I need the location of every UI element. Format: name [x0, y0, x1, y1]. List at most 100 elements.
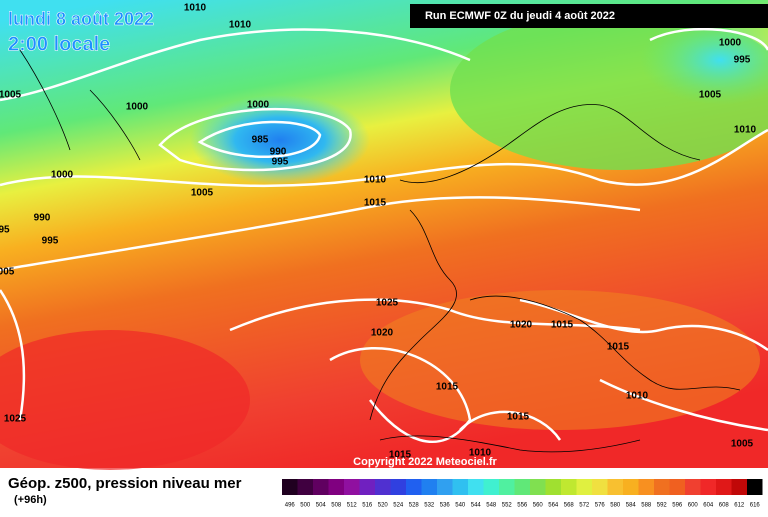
run-info: Run ECMWF 0Z du jeudi 4 août 2022	[425, 10, 615, 22]
map	[0, 0, 768, 470]
scale-swatch	[406, 479, 422, 495]
scale-swatch	[452, 479, 468, 495]
scale-label: 508	[331, 503, 342, 509]
scale-label: 504	[316, 503, 327, 509]
isobar-label: 1010	[734, 125, 757, 136]
isobar-label: 1010	[469, 448, 492, 459]
scale-label: 600	[688, 503, 699, 509]
scale-label: 500	[300, 503, 311, 509]
isobar-label: 1020	[371, 328, 394, 339]
scale-swatch	[282, 479, 298, 495]
isobar-label: 1020	[510, 320, 533, 331]
isobar-label: 1010	[364, 175, 387, 186]
scale-swatch	[576, 479, 592, 495]
scale-swatch	[623, 479, 639, 495]
scale-label: 556	[517, 503, 528, 509]
isobar-label: 1025	[4, 414, 27, 425]
scale-label: 496	[285, 503, 296, 509]
scale-swatch	[700, 479, 716, 495]
scale-swatch	[499, 479, 515, 495]
scale-swatch	[390, 479, 406, 495]
scale-label: 552	[502, 503, 513, 509]
scale-label: 584	[626, 503, 637, 509]
time-line: 2:00 locale	[8, 33, 110, 55]
scale-swatch	[592, 479, 608, 495]
isobar-label: 995	[42, 236, 59, 247]
scale-label: 524	[393, 503, 404, 509]
isobar-label: 1015	[551, 320, 574, 331]
isobar-label: 1015	[607, 342, 630, 353]
scale-swatch	[313, 479, 329, 495]
scale-label: 540	[455, 503, 466, 509]
scale-swatch	[731, 479, 747, 495]
scale-label: 512	[347, 503, 358, 509]
isobar-label: 005	[0, 267, 15, 278]
scale-swatch	[654, 479, 670, 495]
scale-swatch	[747, 479, 763, 495]
scale-swatch	[514, 479, 530, 495]
scale-label: 576	[595, 503, 606, 509]
scale-label: 592	[657, 503, 668, 509]
scale-label: 580	[610, 503, 621, 509]
scale-label: 564	[548, 503, 559, 509]
isobar-label: 1015	[389, 450, 412, 461]
isobar-label: 95	[0, 225, 10, 236]
isobar-label: 1000	[719, 38, 742, 49]
scale-swatch	[359, 479, 375, 495]
scale-label: 548	[486, 503, 497, 509]
footer-subtitle: (+96h)	[14, 494, 47, 506]
isobar-label: 995	[272, 157, 289, 168]
scale-label: 616	[750, 503, 761, 509]
isobar-label: 1015	[507, 412, 530, 423]
scale-swatch	[669, 479, 685, 495]
isobar-label: 995	[734, 55, 751, 66]
scale-label: 528	[409, 503, 420, 509]
scale-label: 560	[533, 503, 544, 509]
scale-label: 572	[579, 503, 590, 509]
footer-title: Géop. z500, pression niveau mer	[8, 475, 242, 492]
scale-label: 588	[641, 503, 652, 509]
scale-swatch	[328, 479, 344, 495]
isobar-label: 1010	[229, 20, 252, 31]
scale-label: 520	[378, 503, 389, 509]
scale-label: 568	[564, 503, 575, 509]
date-line: lundi 8 août 2022	[8, 9, 154, 29]
isobar-label: 1010	[626, 391, 649, 402]
scale-swatch	[716, 479, 732, 495]
isobar-label: 990	[270, 147, 287, 158]
scale-swatch	[685, 479, 701, 495]
scale-swatch	[638, 479, 654, 495]
scale-label: 604	[703, 503, 714, 509]
scale-swatch	[421, 479, 437, 495]
scale-swatch	[545, 479, 561, 495]
scale-swatch	[344, 479, 360, 495]
scale-label: 596	[672, 503, 683, 509]
scale-label: 536	[440, 503, 451, 509]
scale-swatch	[297, 479, 313, 495]
scale-label: 612	[734, 503, 745, 509]
color-scale: 496 500 504 508 512 516 520 524 528 532 536 540 544 5…	[282, 479, 763, 509]
scale-label: 608	[719, 503, 730, 509]
isobar-label: 1005	[191, 188, 214, 199]
isobar-label: 1015	[364, 198, 387, 209]
isobar-label: 1000	[126, 102, 149, 113]
isobar-label: 1005	[731, 439, 754, 450]
scale-swatch	[375, 479, 391, 495]
isobar-label: 1015	[436, 382, 459, 393]
scale-swatch	[561, 479, 577, 495]
scale-swatch	[468, 479, 484, 495]
scale-swatch	[530, 479, 546, 495]
scale-swatch	[437, 479, 453, 495]
scale-label: 516	[362, 503, 373, 509]
scale-label: 544	[471, 503, 482, 509]
isobar-label: 1025	[376, 298, 399, 309]
isobar-label: 990	[34, 213, 51, 224]
isobar-label: 985	[252, 135, 269, 146]
isobar-label: 1000	[51, 170, 74, 181]
scale-label: 532	[424, 503, 435, 509]
isobar-label: 1010	[184, 3, 207, 14]
isobar-label: 1005	[0, 90, 22, 101]
copyright: Copyright 2022 Meteociel.fr	[353, 456, 497, 468]
